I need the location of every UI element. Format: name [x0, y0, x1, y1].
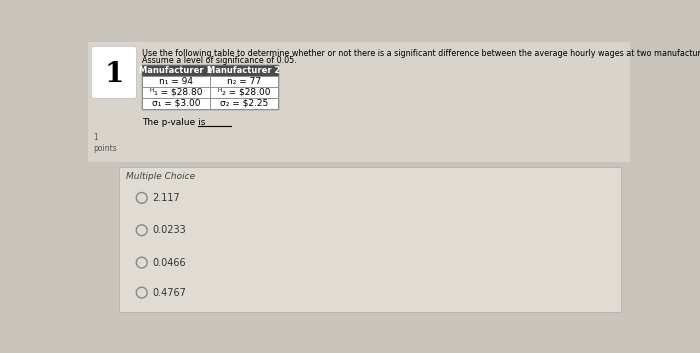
Text: σ₁ = $3.00: σ₁ = $3.00: [152, 99, 200, 108]
Text: n₂ = 77: n₂ = 77: [227, 77, 261, 86]
FancyBboxPatch shape: [141, 65, 278, 109]
Text: Assume a level of significance of 0.05.: Assume a level of significance of 0.05.: [141, 56, 297, 65]
Text: n₁ = 94: n₁ = 94: [159, 77, 193, 86]
FancyBboxPatch shape: [141, 87, 210, 98]
FancyBboxPatch shape: [141, 98, 210, 109]
FancyBboxPatch shape: [118, 167, 621, 312]
FancyBboxPatch shape: [210, 87, 278, 98]
FancyBboxPatch shape: [210, 76, 278, 87]
Text: Manufacturer 1: Manufacturer 1: [139, 66, 213, 75]
Text: 0.4767: 0.4767: [153, 288, 186, 298]
Text: ᴴ₁ = $28.80: ᴴ₁ = $28.80: [150, 88, 202, 97]
FancyBboxPatch shape: [141, 76, 210, 87]
Circle shape: [136, 257, 147, 268]
FancyBboxPatch shape: [88, 42, 630, 162]
Text: 1: 1: [104, 61, 123, 88]
Text: 0.0466: 0.0466: [153, 258, 186, 268]
Text: 0.0233: 0.0233: [153, 225, 186, 235]
Text: The p-value is: The p-value is: [141, 118, 205, 127]
Text: Use the following table to determine whether or not there is a significant diffe: Use the following table to determine whe…: [141, 48, 700, 58]
Circle shape: [136, 225, 147, 236]
Text: Multiple Choice: Multiple Choice: [126, 173, 195, 181]
Text: ᴴ₂ = $28.00: ᴴ₂ = $28.00: [218, 88, 270, 97]
Text: σ₂ = $2.25: σ₂ = $2.25: [220, 99, 268, 108]
Text: Manufacturer 2: Manufacturer 2: [207, 66, 281, 75]
Circle shape: [136, 192, 147, 203]
Circle shape: [136, 287, 147, 298]
Text: 2.117: 2.117: [153, 193, 181, 203]
FancyBboxPatch shape: [210, 98, 278, 109]
Text: 1
points: 1 points: [94, 133, 118, 152]
FancyBboxPatch shape: [210, 65, 278, 76]
FancyBboxPatch shape: [88, 162, 630, 171]
FancyBboxPatch shape: [141, 65, 210, 76]
FancyBboxPatch shape: [92, 46, 136, 98]
